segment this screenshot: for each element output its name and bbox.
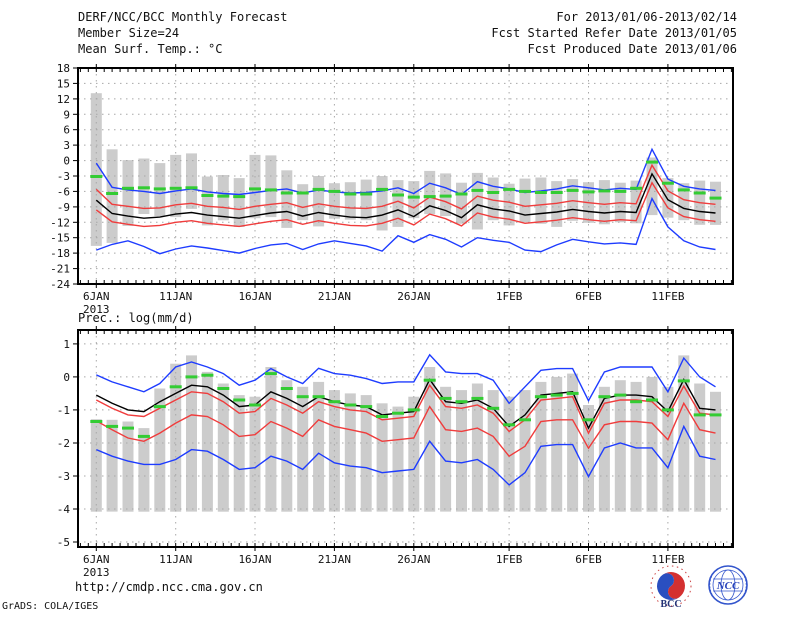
member-size-label: Member Size=24 [78, 26, 180, 40]
surface-temperature-ytick-label: -18 [50, 247, 70, 260]
surface-temperature-ytick-label: -6 [57, 185, 70, 198]
surface-temperature-xtick-label: 21JAN [318, 290, 351, 303]
produced-date-label: Fcst Produced Date 2013/01/06 [527, 42, 737, 56]
surface-temperature-ytick-label: 18 [57, 62, 70, 75]
surface-temperature-xtick-label: 11JAN [159, 290, 192, 303]
precipitation-ytick-label: -1 [57, 404, 70, 417]
precipitation-ytick-label: -4 [57, 503, 71, 516]
surface-temperature-xtick-label: 1FEB [496, 290, 523, 303]
surface-temperature-xtick-label: 11FEB [651, 290, 684, 303]
precipitation-xtick-label: 16JAN [238, 553, 271, 566]
precipitation-xtick-label: 26JAN [397, 553, 430, 566]
surface-temperature-gridlines [78, 68, 733, 284]
ncc-globe [720, 569, 736, 601]
bcc-swirl-red [662, 572, 685, 599]
precipitation-ensemble-mean-line [95, 377, 716, 430]
forecast-range-label: For 2013/01/06-2013/02/14 [556, 10, 737, 24]
precipitation-upper-spread-line [95, 383, 716, 435]
surface-temperature-ytick-label: -3 [57, 170, 70, 183]
surface-temperature-ytick-label: 3 [63, 139, 70, 152]
surface-temperature-ytick-label: 12 [57, 93, 70, 106]
surface-temperature-xtick-label: 6JAN [83, 290, 110, 303]
ncc-logo: NCC [708, 565, 748, 605]
surface-temperature-year-label: 2013 [83, 303, 110, 316]
source-url: http://cmdp.ncc.cma.gov.cn [75, 580, 263, 594]
ncc-laurel-left [708, 574, 713, 596]
precipitation-spread-bars [90, 355, 721, 512]
ncc-logo-outer-ring [708, 565, 748, 605]
precipitation-xtick-label: 11JAN [159, 553, 192, 566]
surface-temperature-ensemble-max-line [95, 147, 716, 196]
surface-temperature-ensemble-min-line [96, 196, 716, 255]
surface-temperature-ytick-label: 9 [63, 108, 70, 121]
precipitation-xtick-label: 6FEB [575, 553, 602, 566]
precipitation-ytick-label: 1 [63, 338, 70, 351]
precipitation-year-label: 2013 [83, 566, 110, 579]
ncc-logo-text: NCC [716, 580, 740, 592]
surface-temperature-lower-spread-line [95, 181, 716, 228]
grads-credit: GrADS: COLA/IGES [2, 601, 99, 612]
precipitation-xtick-label: 11FEB [651, 553, 684, 566]
surface-temperature-ytick-label: -9 [57, 201, 70, 214]
precipitation-ensemble-max-line [96, 353, 716, 405]
surface-temperature-ytick-label: 15 [57, 77, 70, 90]
prec-chart-title: Prec.: log(mm/d) [78, 311, 194, 325]
precipitation-ytick-label: -2 [57, 437, 70, 450]
refer-date-label: Fcst Started Refer Date 2013/01/05 [491, 26, 737, 40]
surface-temperature-ytick-label: -24 [50, 278, 70, 291]
page-title: DERF/NCC/BCC Monthly Forecast [78, 10, 288, 24]
precipitation-ensemble-min-line [96, 424, 716, 486]
surface-temperature-chart: 6JAN 11JAN 16JAN 21JAN 26JAN 1FEB 6FEB 11FEB 201… [50, 62, 734, 316]
surface-temperature-obs-dashes [90, 160, 722, 200]
surface-temperature-ytick-label: -21 [50, 263, 70, 276]
precipitation-minor-ticks [79, 331, 732, 546]
precipitation-ytick-label: 0 [63, 371, 70, 384]
precipitation-lower-spread-line [95, 401, 716, 458]
surface-temperature-xtick-label: 16JAN [238, 290, 271, 303]
precipitation-obs-dashes [90, 372, 722, 438]
precipitation-xtick-label: 21JAN [318, 553, 351, 566]
surface-temperature-upper-spread-line [95, 163, 716, 211]
precipitation-ytick-label: -5 [57, 536, 70, 549]
surface-temperature-ytick-label: 6 [63, 124, 70, 137]
surface-temperature-ytick-label: -12 [50, 216, 70, 229]
temp-chart-title: Mean Surf. Temp.: °C [78, 42, 223, 56]
precipitation-frame [77, 329, 734, 548]
bcc-logo: BCC [650, 565, 692, 610]
ncc-laurel-right [743, 574, 748, 596]
precipitation-xtick-label: 1FEB [496, 553, 523, 566]
bcc-swirl-blue [657, 573, 680, 600]
surface-temperature-minor-ticks [79, 69, 732, 283]
bcc-logo-text: BCC [660, 599, 681, 610]
surface-temperature-spread-bars [90, 93, 721, 246]
surface-temperature-ensemble-mean-line [95, 172, 716, 219]
surface-temperature-ytick-label: -15 [50, 232, 70, 245]
precipitation-ytick-label: -3 [57, 470, 70, 483]
precipitation-xtick-label: 6JAN [83, 553, 110, 566]
surface-temperature-ytick-label: 0 [63, 155, 70, 168]
precipitation-chart: 6JAN 11JAN 16JAN 21JAN 26JAN 1FEB 6FEB 11FEB 201… [57, 326, 734, 579]
surface-temperature-xtick-label: 26JAN [397, 290, 430, 303]
surface-temperature-xtick-label: 6FEB [575, 290, 602, 303]
